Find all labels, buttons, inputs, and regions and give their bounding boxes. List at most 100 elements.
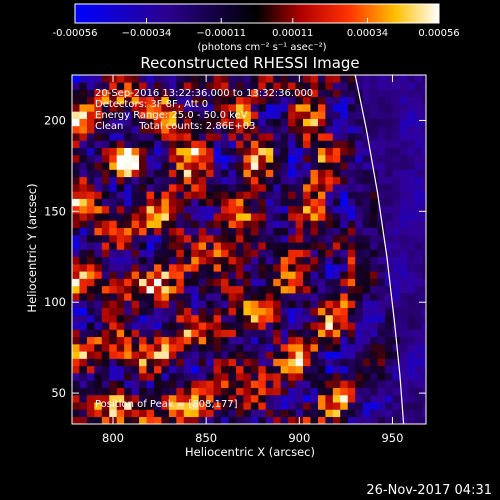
heatmap-cell [340,191,349,199]
heatmap-cell [370,278,378,287]
heatmap-cell [116,373,125,381]
heatmap-cell [94,75,103,83]
heatmap-cell [79,293,88,301]
heatmap-cell [332,329,341,338]
heatmap-cell [183,249,192,258]
heatmap-cell [399,96,408,105]
heatmap-cell [235,285,244,294]
heatmap-cell [273,140,281,149]
heatmap-cell [325,154,334,163]
heatmap-cell [146,75,155,83]
heatmap-cell [288,329,296,338]
heatmap-cell [72,329,80,338]
heatmap-cell [310,373,319,381]
heatmap-cell [362,82,371,90]
heatmap-cell [310,104,319,112]
heatmap-cell [250,198,259,207]
heatmap-cell [139,133,147,141]
heatmap-cell [250,264,259,272]
heatmap-cell [109,322,118,330]
heatmap-cell [183,118,192,127]
heatmap-cell [392,96,401,105]
heatmap-cell [347,300,356,308]
heatmap-cell [280,387,289,396]
heatmap-cell [258,176,267,185]
heatmap-cell [377,133,386,141]
heatmap-cell [109,387,118,396]
heatmap-cell [146,365,155,374]
heatmap-cell [86,89,95,98]
heatmap-cell [183,329,192,338]
heatmap-cell [146,96,155,105]
heatmap-cell [310,118,319,127]
annotation-time-range: 20-Sep-2016 13:22:36.000 to 13:32:36.000 [95,88,313,99]
heatmap-cell [86,75,95,83]
heatmap-cell [72,314,80,323]
heatmap-cell [116,358,125,367]
heatmap-cell [101,242,110,250]
heatmap-cell [213,416,222,424]
heatmap-cell [183,264,192,272]
heatmap-cell [235,278,244,287]
heatmap-cell [131,344,140,352]
heatmap-cell [422,416,426,424]
heatmap-cell [303,336,311,345]
heatmap-cell [399,227,408,236]
heatmap-cell [221,402,229,410]
heatmap-cell [310,125,319,134]
heatmap-cell [243,264,252,272]
heatmap-cell [399,82,408,90]
heatmap-cell [265,373,274,381]
heatmap-cell [273,271,281,279]
heatmap-cell [86,169,95,178]
heatmap-cell [153,300,162,308]
heatmap-cell [183,169,192,178]
heatmap-cell [258,227,267,236]
heatmap-cell [139,111,147,119]
heatmap-cell [385,82,393,90]
heatmap-cell [94,336,103,345]
heatmap-cell [422,409,426,418]
heatmap-cell [399,111,408,119]
heatmap-cell [340,293,349,301]
heatmap-cell [385,416,393,424]
heatmap-cell [228,82,237,90]
heatmap-cell [72,234,80,243]
heatmap-cell [377,416,386,424]
heatmap-cell [109,249,118,258]
heatmap-cell [116,104,125,112]
heatmap-cell [139,96,147,105]
heatmap-cell [310,336,319,345]
heatmap-cell [153,249,162,258]
heatmap-cell [228,264,237,272]
heatmap-cell [258,111,267,119]
heatmap-cell [414,133,423,141]
heatmap-cell [153,256,162,265]
heatmap-cell [392,242,401,250]
heatmap-cell [273,184,281,192]
heatmap-cell [183,307,192,316]
heatmap-cell [399,256,408,265]
heatmap-cell [124,387,132,396]
heatmap-cell [362,322,371,330]
heatmap-cell [355,307,363,316]
heatmap-cell [317,82,326,90]
heatmap-cell [422,169,426,178]
heatmap-cell [288,125,296,134]
heatmap-cell [243,111,252,119]
heatmap-cell [153,380,162,388]
heatmap-cell [228,344,237,352]
heatmap-cell [355,162,363,170]
heatmap-cell [362,184,371,192]
heatmap-cell [131,307,140,316]
heatmap-cell [176,169,185,178]
heatmap-cell [310,82,319,90]
heatmap-cell [385,169,393,178]
heatmap-cell [377,307,386,316]
heatmap-cell [295,351,304,359]
heatmap-cell [392,140,401,149]
heatmap-cell [139,154,147,163]
heatmap-cell [109,133,118,141]
heatmap-cell [392,300,401,308]
heatmap-cell [347,351,356,359]
